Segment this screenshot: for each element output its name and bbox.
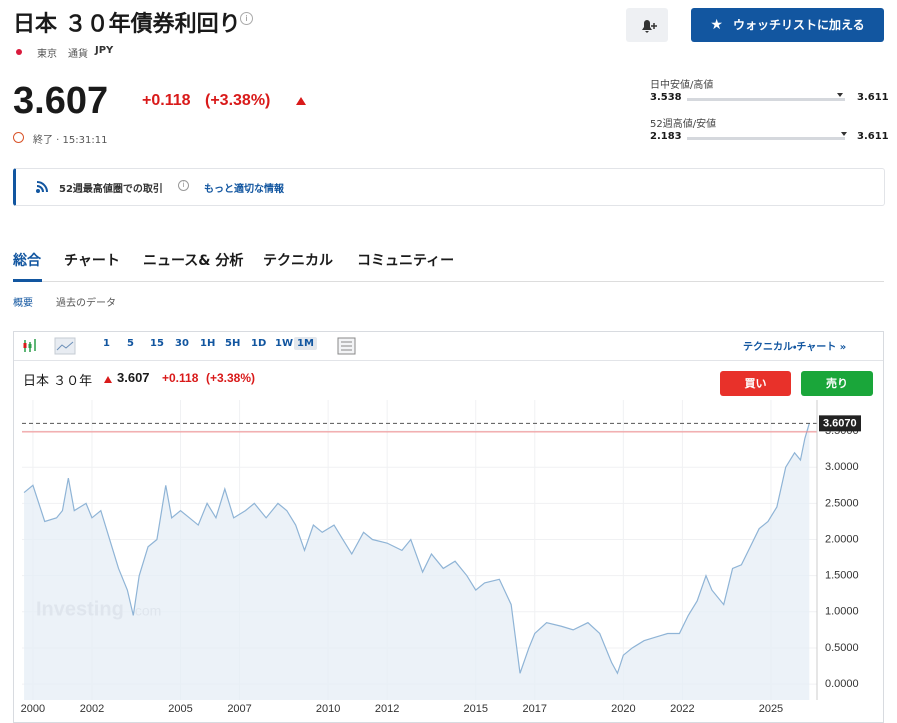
sell-button[interactable]: 売り (801, 371, 873, 396)
notice-text: 52週最高値圏での取引 (59, 184, 163, 195)
range-marker (837, 93, 843, 97)
x-tick-label: 2005 (168, 703, 192, 715)
range-high: 3.611 (857, 92, 889, 103)
x-tick-label: 2002 (80, 703, 104, 715)
up-arrow (104, 376, 112, 383)
x-tick-label: 2007 (227, 703, 251, 715)
currency-label: 通貨 (68, 49, 88, 60)
change: +0.118 (142, 92, 191, 109)
status-dot (16, 49, 22, 55)
y-tick-label: 2.0000 (825, 533, 859, 545)
tab-divider (13, 281, 884, 282)
range-bar (687, 98, 845, 101)
y-tick-label: 0.5000 (825, 642, 859, 654)
y-tick-label: 1.5000 (825, 570, 859, 582)
interval-button[interactable]: 15 (150, 338, 164, 349)
watchlist-text: ウォッチリストに加える (732, 18, 865, 32)
x-tick-label: 2017 (523, 703, 547, 715)
range-high: 3.611 (857, 131, 889, 142)
x-tick-label: 2022 (670, 703, 694, 715)
y-tick-label: 1.0000 (825, 606, 859, 618)
rss-icon (36, 181, 48, 193)
interval-button[interactable]: 1D (251, 338, 267, 349)
chart-type-icons (23, 337, 76, 355)
notice-box: 52週最高値圏での取引 i もっと適切な情報 (13, 168, 885, 206)
interval-button[interactable]: 1H (200, 338, 216, 349)
table-icon[interactable] (337, 337, 357, 355)
range-label: 日中安値/高値 (650, 80, 714, 91)
tab[interactable]: ニュース& 分析 (143, 253, 244, 269)
alert-button[interactable] (626, 8, 668, 42)
currency: JPY (95, 45, 114, 56)
x-tick-label: 2015 (463, 703, 487, 715)
chart-price: 3.607 (117, 370, 150, 385)
interval-button[interactable]: 5H (225, 338, 241, 349)
status: 終了 · 15:31:11 (33, 135, 108, 146)
y-tick-label: 3.0000 (825, 461, 859, 473)
info-icon[interactable]: i (240, 12, 253, 25)
info-icon[interactable]: i (178, 180, 189, 191)
x-tick-label: 2012 (375, 703, 399, 715)
tab[interactable]: コミュニティー (357, 253, 455, 269)
change-pct: (+3.38%) (205, 92, 271, 109)
price: 3.607 (13, 80, 109, 122)
range-low: 2.183 (650, 131, 682, 142)
chart-change-pct: (+3.38%) (206, 371, 256, 385)
subtab[interactable]: 過去のデータ (56, 298, 116, 309)
bell-icon (642, 20, 657, 33)
range-low: 3.538 (650, 92, 682, 103)
tab[interactable]: チャート (64, 253, 120, 269)
last-price-badge (819, 415, 861, 432)
watchlist-button[interactable]: ★ ウォッチリストに加える (691, 8, 884, 42)
x-tick-label: 2000 (21, 703, 45, 715)
interval-button[interactable]: 1 (103, 338, 110, 349)
range-bar (687, 137, 845, 140)
notice-link[interactable]: もっと適切な情報 (204, 184, 284, 195)
interval-button[interactable]: 30 (175, 338, 189, 349)
x-tick-label: 2010 (316, 703, 340, 715)
y-tick-label: 0.0000 (825, 678, 859, 690)
tab[interactable]: 総合 (13, 253, 41, 269)
y-tick-label: 2.5000 (825, 497, 859, 509)
interval-button[interactable]: 1W (275, 338, 293, 349)
interval-button[interactable]: 5 (127, 338, 134, 349)
range-label: 52週高値/安値 (650, 119, 717, 130)
star-icon: ★ (710, 17, 723, 33)
toolbar-divider (14, 360, 883, 361)
last-price-label: 3.6070 (823, 417, 857, 429)
area (24, 423, 810, 700)
range-marker (841, 132, 847, 136)
chart-change: +0.118 (162, 371, 199, 385)
exchange: 東京 (37, 49, 57, 60)
clock-icon (13, 132, 24, 143)
interval-button[interactable]: 1M (294, 337, 317, 350)
tab-underline (13, 279, 42, 282)
tab[interactable]: テクニカル (263, 253, 333, 269)
title: 日本 ３０年債券利回り (13, 12, 241, 37)
buy-button[interactable]: 買い (720, 371, 791, 396)
x-tick-label: 2025 (759, 703, 783, 715)
chart-name: 日本 ３０年 (23, 374, 93, 389)
up-arrow (296, 97, 306, 105)
technical-chart-link[interactable]: テクニカル・チャート » (743, 342, 847, 353)
x-tick-label: 2020 (611, 703, 635, 715)
subtab[interactable]: 概要 (13, 298, 33, 309)
line (23, 423, 810, 675)
